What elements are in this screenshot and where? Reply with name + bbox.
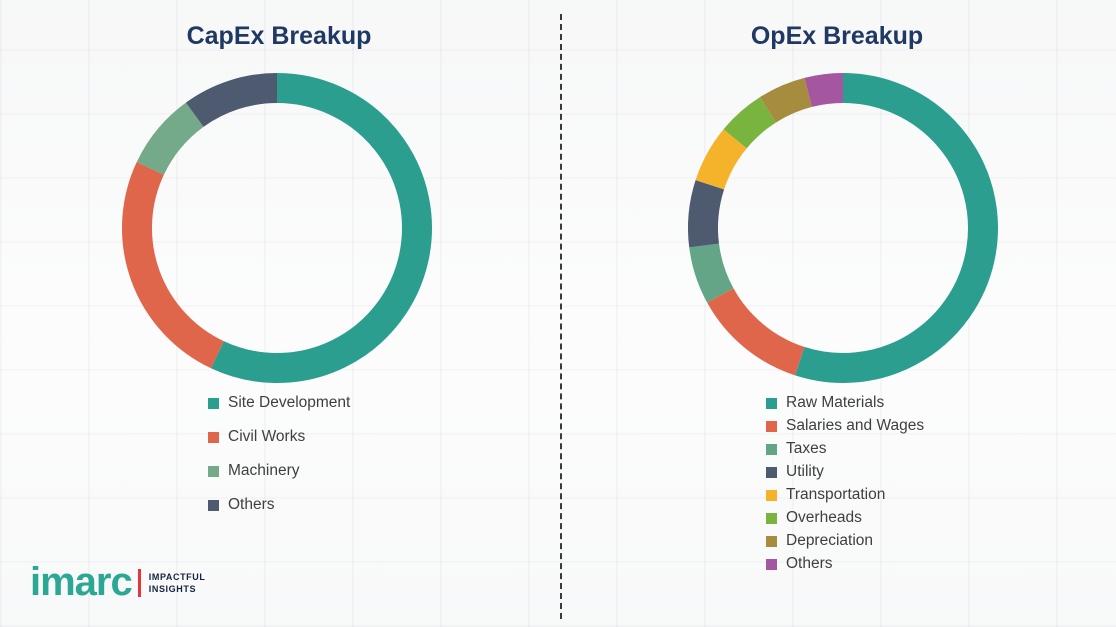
legend-label: Depreciation bbox=[786, 532, 874, 549]
legend-swatch bbox=[208, 465, 219, 477]
donut-segment-site-development bbox=[211, 73, 432, 383]
legend-item: Utility bbox=[766, 461, 924, 483]
capex-legend: Site Development Civil Works Machinery Othe… bbox=[208, 392, 350, 528]
legend-label: Others bbox=[786, 555, 833, 572]
legend-swatch bbox=[766, 558, 777, 570]
legend-item: Depreciation bbox=[766, 530, 924, 552]
opex-chart-title: OpEx Breakup bbox=[750, 22, 924, 50]
legend-label: Salaries and Wages bbox=[786, 417, 925, 434]
legend-label: Utility bbox=[786, 463, 824, 480]
legend-label: Civil Works bbox=[228, 428, 306, 445]
legend-item: Salaries and Wages bbox=[766, 415, 924, 437]
legend-label: Machinery bbox=[228, 462, 300, 479]
capex-panel: CapEx Breakup Site Development Civil Work… bbox=[122, 22, 432, 528]
legend-swatch bbox=[766, 512, 777, 524]
opex-donut-chart bbox=[688, 73, 998, 383]
vertical-dashed-divider bbox=[560, 14, 562, 619]
imarc-logo-accent-bar bbox=[137, 569, 141, 597]
legend-swatch bbox=[766, 443, 777, 455]
legend-swatch bbox=[766, 397, 777, 409]
donut-segment-others bbox=[185, 73, 278, 128]
legend-swatch bbox=[766, 489, 777, 501]
donut-segment-machinery bbox=[136, 102, 204, 176]
legend-label: Others bbox=[228, 496, 275, 513]
legend-swatch bbox=[766, 466, 777, 478]
legend-swatch bbox=[766, 535, 777, 547]
donut-segment-utility bbox=[688, 180, 725, 248]
donut-segment-raw-materials bbox=[795, 73, 998, 383]
legend-item: Others bbox=[208, 494, 350, 516]
legend-item: Raw Materials bbox=[766, 392, 924, 414]
donut-segment-transportation bbox=[695, 129, 747, 190]
imarc-logo-wordmark: imarc bbox=[30, 560, 133, 604]
legend-label: Site Development bbox=[228, 394, 351, 411]
legend-item: Site Development bbox=[208, 392, 350, 414]
legend-item: Taxes bbox=[766, 438, 924, 460]
donut-segment-overheads bbox=[723, 97, 777, 149]
capex-chart-title: CapEx Breakup bbox=[186, 22, 372, 50]
opex-legend: Raw Materials Salaries and Wages Taxes Util… bbox=[766, 392, 924, 576]
opex-panel: OpEx Breakup Raw Materials Salaries and W… bbox=[558, 0, 1116, 627]
imarc-logo-tagline: IMPACTFUL INSIGHTS bbox=[149, 571, 206, 595]
donut-segment-depreciation bbox=[759, 77, 813, 123]
legend-item: Overheads bbox=[766, 507, 924, 529]
legend-item: Transportation bbox=[766, 484, 924, 506]
capex-donut-chart bbox=[122, 73, 432, 383]
legend-label: Overheads bbox=[786, 509, 862, 526]
legend-item: Civil Works bbox=[208, 426, 350, 448]
legend-swatch bbox=[208, 499, 219, 511]
legend-swatch bbox=[208, 431, 219, 443]
imarc-tagline-line1: IMPACTFUL bbox=[148, 571, 206, 582]
imarc-tagline-line2: INSIGHTS bbox=[148, 584, 197, 594]
donut-segment-taxes bbox=[689, 243, 734, 303]
legend-swatch bbox=[208, 397, 219, 409]
legend-swatch bbox=[766, 420, 777, 432]
imarc-logo: imarc IMPACTFUL INSIGHTS bbox=[30, 562, 205, 602]
legend-label: Taxes bbox=[786, 440, 827, 457]
legend-item: Others bbox=[766, 553, 924, 575]
legend-item: Machinery bbox=[208, 460, 350, 482]
legend-label: Transportation bbox=[786, 486, 886, 503]
legend-label: Raw Materials bbox=[786, 394, 885, 411]
donut-segment-others bbox=[804, 73, 844, 108]
donut-segment-civil-works bbox=[122, 162, 225, 369]
donut-segment-salaries-and-wages bbox=[707, 287, 805, 376]
